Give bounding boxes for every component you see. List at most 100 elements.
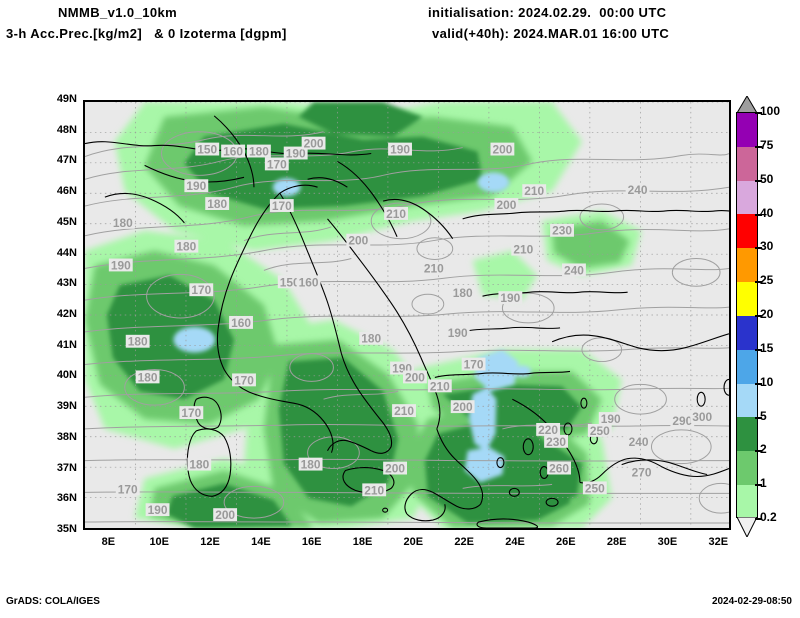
contour-label-180: 180 [453, 286, 473, 300]
colorbar-band-5-10 [737, 384, 757, 418]
contour-label-240: 240 [564, 263, 584, 277]
contour-label-200: 200 [385, 462, 405, 476]
contour-label-170: 170 [272, 199, 292, 213]
map-plot-area: 1501601801902001701801901701801801901701… [83, 100, 731, 530]
lat-tick-48N: 48N [43, 124, 77, 136]
colorbar-tick-25: 25 [760, 273, 773, 287]
footer-timestamp: 2024-02-29-08:50 [712, 596, 792, 607]
contour-label-190: 190 [500, 291, 520, 305]
colorbar-band-40-50 [737, 181, 757, 215]
contour-label-170: 170 [267, 157, 287, 171]
contour-label-190: 190 [601, 412, 621, 426]
contour-label-210: 210 [394, 404, 414, 418]
contour-label-210: 210 [524, 184, 544, 198]
colorbar-tick-10: 10 [760, 375, 773, 389]
contour-label-230: 230 [552, 224, 572, 238]
lat-tick-43N: 43N [43, 277, 77, 289]
contour-label-210: 210 [513, 243, 533, 257]
contour-label-190: 190 [148, 503, 168, 517]
colorbar-band-1-2 [737, 451, 757, 485]
contour-label-170: 170 [234, 373, 254, 387]
colorbar-band-75-100 [737, 113, 757, 147]
contour-label-160: 160 [223, 145, 243, 159]
lon-tick-20E: 20E [396, 536, 430, 548]
contour-label-170: 170 [181, 406, 201, 420]
lon-tick-32E: 32E [701, 536, 735, 548]
initialisation-time: initialisation: 2024.02.29. 00:00 UTC [428, 5, 666, 20]
page-title-field: 3-h Acc.Prec.[kg/m2] & 0 Izoterma [dgpm] [6, 26, 287, 41]
lon-tick-14E: 14E [244, 536, 278, 548]
contour-label-160: 160 [299, 275, 319, 289]
lat-tick-45N: 45N [43, 216, 77, 228]
lon-tick-10E: 10E [142, 536, 176, 548]
contour-label-210: 210 [386, 207, 406, 221]
footer-credit: GrADS: COLA/IGES [6, 596, 100, 607]
colorbar-band-30-40 [737, 214, 757, 248]
colorbar-tick-2: 2 [760, 442, 767, 456]
contour-label-270: 270 [632, 466, 652, 480]
colorbar-band-0.2-1 [737, 485, 757, 519]
lat-tick-41N: 41N [43, 339, 77, 351]
lat-tick-47N: 47N [43, 154, 77, 166]
map-canvas: 1501601801902001701801901701801801901701… [85, 102, 729, 528]
lat-tick-46N: 46N [43, 185, 77, 197]
contour-label-190: 190 [448, 326, 468, 340]
lon-tick-30E: 30E [650, 536, 684, 548]
contour-label-170: 170 [118, 482, 138, 496]
contour-label-200: 200 [496, 198, 516, 212]
colorbar-tick-5: 5 [760, 409, 767, 423]
contour-label-180: 180 [138, 370, 158, 384]
colorbar-top-cap [736, 96, 758, 113]
contour-label-180: 180 [189, 458, 209, 472]
contour-label-170: 170 [464, 358, 484, 372]
colorbar-band-15-20 [737, 316, 757, 350]
contour-label-200: 200 [405, 370, 425, 384]
contour-label-210: 210 [424, 261, 444, 275]
contour-label-180: 180 [128, 335, 148, 349]
colorbar-band-10-15 [737, 350, 757, 384]
contour-label-250: 250 [585, 481, 605, 495]
colorbar-tick-1: 1 [760, 476, 767, 490]
valid-time: valid(+40h): 2024.MAR.01 16:00 UTC [432, 26, 669, 41]
contour-label-200: 200 [492, 143, 512, 157]
contour-label-240: 240 [629, 435, 649, 449]
lat-tick-36N: 36N [43, 492, 77, 504]
lat-tick-35N: 35N [43, 523, 77, 535]
contour-label-180: 180 [113, 216, 133, 230]
contour-label-210: 210 [430, 379, 450, 393]
colorbar-tick-40: 40 [760, 206, 773, 220]
contour-label-200: 200 [304, 137, 324, 151]
contour-label-210: 210 [364, 483, 384, 497]
colorbar-band-25-30 [737, 248, 757, 282]
contour-label-200: 200 [453, 400, 473, 414]
colorbar-band-2-5 [737, 417, 757, 451]
colorbar-tick-30: 30 [760, 239, 773, 253]
lon-tick-8E: 8E [91, 536, 125, 548]
colorbar-tick-0.2: 0.2 [760, 510, 777, 524]
colorbar-tick-15: 15 [760, 341, 773, 355]
contour-label-180: 180 [361, 332, 381, 346]
contour-label-190: 190 [390, 143, 410, 157]
lon-tick-24E: 24E [498, 536, 532, 548]
lat-tick-37N: 37N [43, 462, 77, 474]
contour-label-290: 290 [672, 414, 692, 428]
contour-label-180: 180 [176, 240, 196, 254]
colorbar-tick-50: 50 [760, 172, 773, 186]
colorbar-tick-75: 75 [760, 138, 773, 152]
contour-label-180: 180 [249, 145, 269, 159]
contour-label-230: 230 [546, 435, 566, 449]
colorbar-bottom-cap [736, 517, 758, 537]
lon-tick-16E: 16E [295, 536, 329, 548]
contour-label-200: 200 [348, 234, 368, 248]
lon-tick-22E: 22E [447, 536, 481, 548]
lat-tick-38N: 38N [43, 431, 77, 443]
lon-tick-12E: 12E [193, 536, 227, 548]
contour-label-200: 200 [215, 508, 235, 522]
lat-tick-39N: 39N [43, 400, 77, 412]
contour-label-240: 240 [628, 183, 648, 197]
contour-label-170: 170 [191, 283, 211, 297]
contour-label-300: 300 [692, 410, 712, 424]
lat-tick-44N: 44N [43, 247, 77, 259]
contour-label-190: 190 [111, 258, 131, 272]
colorbar-tick-100: 100 [760, 104, 780, 118]
